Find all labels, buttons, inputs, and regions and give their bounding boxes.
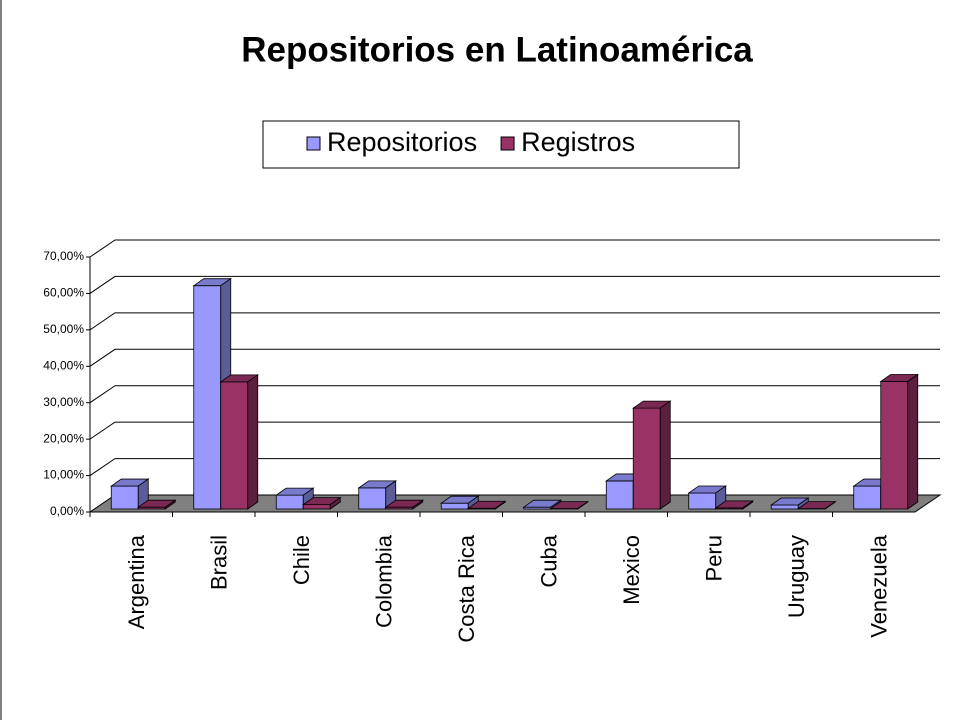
bar-front xyxy=(111,486,138,509)
x-tick-label: Mexico xyxy=(619,535,644,605)
bar-front xyxy=(359,488,386,509)
x-tick-label: Argentina xyxy=(124,534,149,629)
bar-front xyxy=(854,486,881,509)
bar-front xyxy=(221,382,248,509)
x-tick-label: Colombia xyxy=(372,534,397,628)
x-tick-label: Venezuela xyxy=(867,534,892,638)
x-tick-label: Chile xyxy=(289,535,314,585)
y-tick-label: 50,00% xyxy=(43,322,84,336)
bar xyxy=(881,375,918,510)
legend-swatch xyxy=(501,137,514,150)
legend-swatch xyxy=(307,137,320,150)
y-tick-label: 40,00% xyxy=(43,358,84,372)
bar-front xyxy=(633,408,660,509)
x-tick-label: Brasil xyxy=(207,535,232,590)
y-tick-label: 30,00% xyxy=(43,395,84,409)
bar-front xyxy=(194,286,221,509)
bar-front xyxy=(606,481,633,509)
bar xyxy=(221,375,258,509)
x-tick-label: Cuba xyxy=(537,534,562,587)
chart-title: Repositorios en Latinoamérica xyxy=(241,30,753,69)
bar-front xyxy=(303,505,330,509)
x-tick-label: Peru xyxy=(702,535,727,581)
y-tick-label: 20,00% xyxy=(43,431,84,445)
y-tick-label: 10,00% xyxy=(43,468,84,482)
bar-front xyxy=(441,503,468,509)
bar-front xyxy=(771,505,798,509)
y-tick-label: 60,00% xyxy=(43,286,84,300)
legend-label: Registros xyxy=(521,127,635,157)
y-tick-label: 0,00% xyxy=(50,504,84,518)
bar-front xyxy=(276,495,303,509)
bar xyxy=(633,401,670,509)
x-tick-label: Uruguay xyxy=(784,535,809,618)
x-tick-label: Costa Rica xyxy=(454,534,479,642)
y-tick-label: 70,00% xyxy=(43,249,84,263)
legend-label: Repositorios xyxy=(327,127,477,157)
bar-front xyxy=(881,382,908,510)
bar-side xyxy=(660,401,670,509)
bar-front xyxy=(689,493,716,509)
bar-side xyxy=(248,375,258,509)
bar-side xyxy=(908,375,918,510)
